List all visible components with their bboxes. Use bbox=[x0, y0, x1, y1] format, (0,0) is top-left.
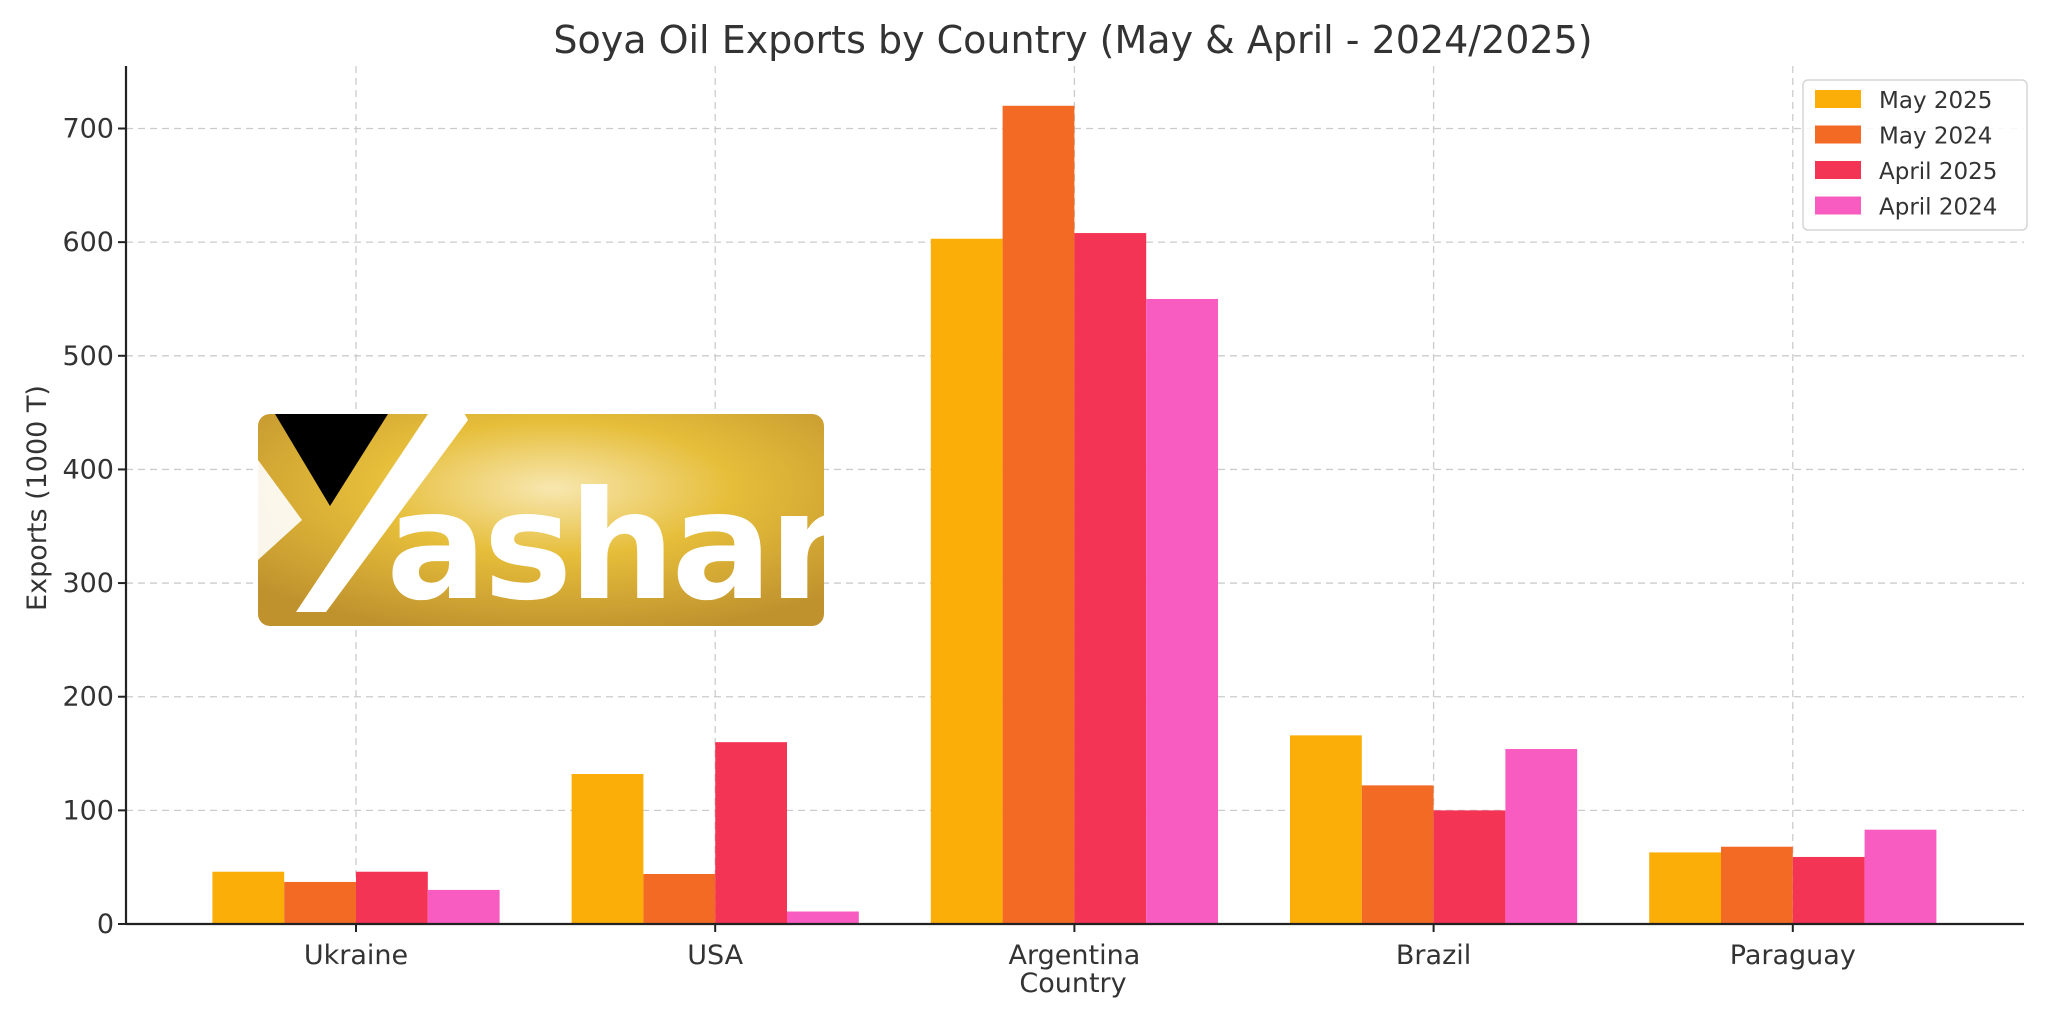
x-ticks: Ukraine USA Argentina Brazil Paraguay bbox=[304, 924, 1856, 971]
logo-triangle-mark bbox=[275, 414, 388, 506]
logo-wordmark: ashar bbox=[386, 460, 843, 634]
bar bbox=[930, 238, 1003, 924]
bar bbox=[284, 881, 356, 924]
legend-swatch bbox=[1815, 125, 1861, 144]
x-tick-label: Brazil bbox=[1396, 940, 1471, 971]
y-tick-label: 400 bbox=[62, 454, 114, 485]
bar bbox=[715, 742, 787, 924]
bar bbox=[1146, 298, 1218, 924]
y-axis-label: Exports (1000 T) bbox=[22, 385, 53, 611]
legend-box bbox=[1802, 79, 2028, 231]
bar bbox=[1433, 810, 1506, 924]
chart-title: Soya Oil Exports by Country (May & April… bbox=[553, 18, 1592, 62]
bar bbox=[1002, 105, 1075, 924]
legend-swatch bbox=[1815, 90, 1861, 108]
legend: May 2025 May 2024 April 2025 April 2024 bbox=[1802, 79, 2028, 231]
bar bbox=[212, 871, 285, 924]
y-tick-label: 600 bbox=[62, 227, 114, 258]
bar bbox=[356, 871, 428, 924]
bar bbox=[1361, 785, 1434, 924]
bar bbox=[1649, 852, 1721, 924]
bar bbox=[1290, 735, 1362, 924]
bar bbox=[643, 873, 716, 924]
bar bbox=[1864, 829, 1937, 924]
logo-y-stroke bbox=[296, 384, 468, 612]
legend-entry-label: April 2025 bbox=[1879, 159, 1997, 185]
legend-entry-label: April 2024 bbox=[1879, 195, 1997, 221]
x-tick-label: Paraguay bbox=[1730, 940, 1856, 971]
bar bbox=[571, 773, 644, 924]
legend-entry-label: May 2025 bbox=[1879, 88, 1992, 114]
y-tick-label: 500 bbox=[62, 341, 114, 372]
bar bbox=[1721, 846, 1793, 924]
x-axis-label: Country bbox=[1019, 968, 1126, 999]
x-tick-label: Argentina bbox=[1009, 940, 1141, 971]
bar bbox=[1074, 233, 1147, 924]
bar bbox=[1792, 856, 1865, 924]
bars bbox=[212, 105, 1937, 924]
y-tick-label: 700 bbox=[62, 114, 114, 145]
logo-y-left-arm bbox=[258, 460, 302, 560]
bar bbox=[1505, 748, 1578, 924]
legend-entry-label: May 2024 bbox=[1879, 124, 1992, 150]
x-tick-label: Ukraine bbox=[304, 940, 408, 971]
y-tick-label: 0 bbox=[97, 909, 114, 940]
y-tick-label: 100 bbox=[62, 795, 114, 826]
legend-swatch bbox=[1815, 161, 1861, 179]
bar bbox=[427, 889, 500, 924]
bar bbox=[787, 911, 859, 924]
legend-swatch bbox=[1815, 196, 1861, 215]
x-tick-label: USA bbox=[687, 940, 743, 971]
y-tick-label: 200 bbox=[62, 682, 114, 713]
y-ticks: 0 100 200 300 400 500 600 700 bbox=[62, 114, 126, 940]
y-tick-label: 300 bbox=[62, 568, 114, 599]
yashar-logo-watermark: ashar bbox=[258, 384, 847, 634]
